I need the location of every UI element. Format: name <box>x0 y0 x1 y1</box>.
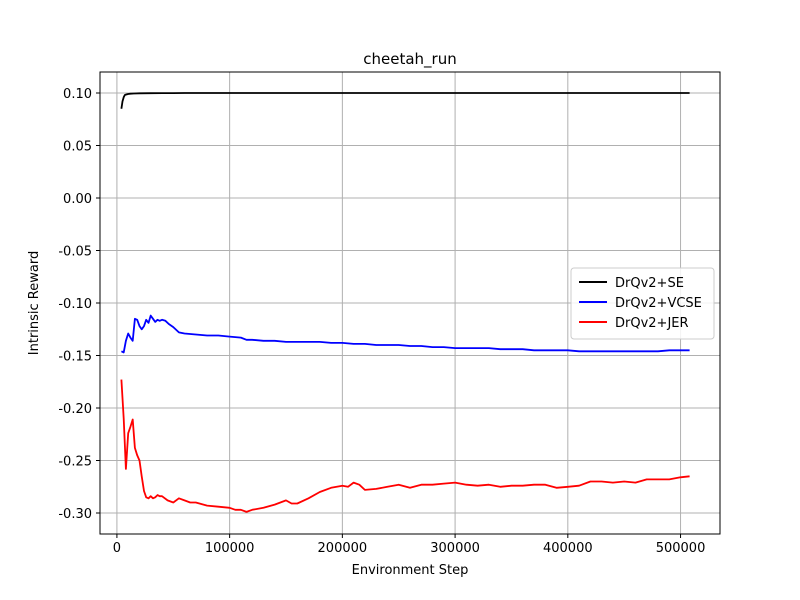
x-tick-label: 200000 <box>318 541 368 556</box>
y-tick-label: -0.05 <box>58 245 92 260</box>
x-tick-label: 0 <box>113 541 121 556</box>
x-tick-label: 400000 <box>543 541 593 556</box>
legend-label-jer: DrQv2+JER <box>615 316 689 331</box>
x-axis-label: Environment Step <box>352 563 469 578</box>
y-tick-label: 0.10 <box>63 87 92 102</box>
y-tick-label: -0.10 <box>58 297 92 312</box>
x-tick-label: 100000 <box>205 541 255 556</box>
x-tick-label: 500000 <box>656 541 706 556</box>
x-tick-label: 300000 <box>430 541 480 556</box>
plot-lines <box>120 92 690 513</box>
legend: DrQv2+SE DrQv2+VCSE DrQv2+JER <box>570 267 715 340</box>
y-tick-label: 0.00 <box>63 192 92 207</box>
series-line-drqv2-vcse <box>121 314 690 354</box>
legend-label-vcse: DrQv2+VCSE <box>615 296 702 311</box>
y-tick-label: -0.15 <box>58 350 92 365</box>
y-tick-label: 0.05 <box>63 140 92 155</box>
y-tick-label: -0.20 <box>58 402 92 417</box>
y-axis-label: Intrinsic Reward <box>27 251 42 355</box>
axis-ticks: 0 100000 200000 300000 400000 500000 0.10 0.05 0… <box>58 87 705 556</box>
legend-label-se: DrQv2+SE <box>615 276 684 291</box>
chart-title: cheetah_run <box>363 50 456 69</box>
series-line-drqv2-se <box>120 92 690 109</box>
y-tick-label: -0.25 <box>58 455 92 470</box>
series-line-drqv2-jer <box>120 379 690 513</box>
y-tick-label: -0.30 <box>58 507 92 522</box>
